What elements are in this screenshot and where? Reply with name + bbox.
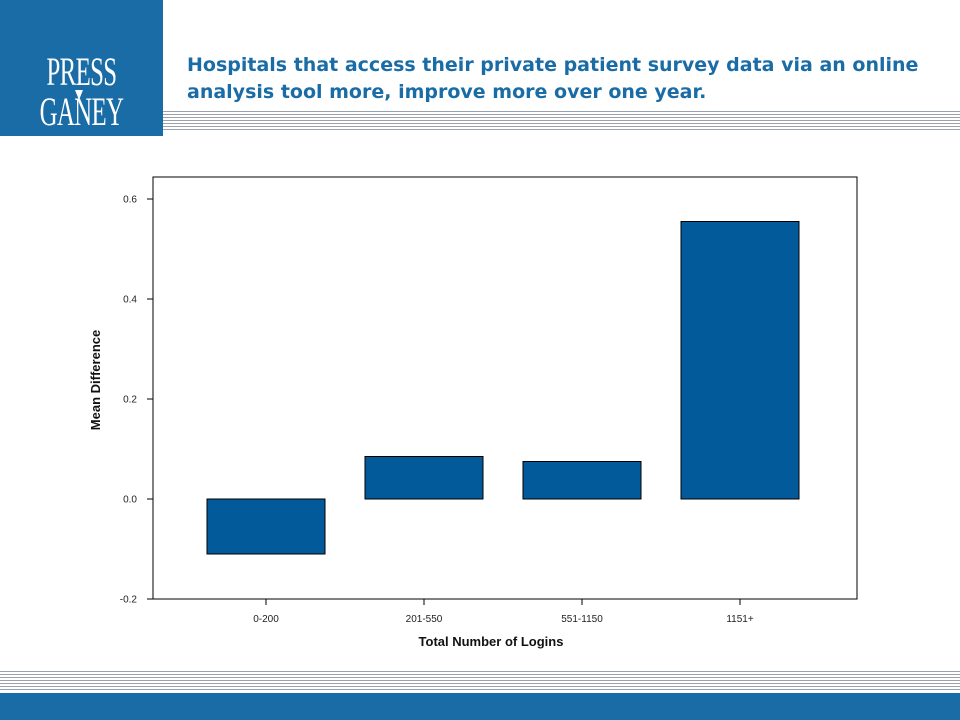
bar-551-1150 — [522, 461, 642, 500]
bar-1151+ — [680, 221, 800, 500]
y-tick-label: 0.0 — [123, 495, 137, 506]
y-tick-label: 0.4 — [123, 295, 137, 306]
logo-arrow-icon — [75, 90, 83, 100]
y-tick-label: 0.2 — [123, 395, 137, 406]
y-tick-label: -0.2 — [120, 595, 138, 606]
bar-201-550 — [364, 456, 484, 500]
x-tick-label: 1151+ — [726, 614, 754, 625]
y-tick-label: 0.6 — [123, 195, 137, 206]
footer-bar — [0, 693, 960, 720]
x-tick-label: 0-200 — [253, 614, 279, 625]
slide-title: Hospitals that access their private pati… — [187, 54, 919, 103]
y-axis-title: Mean Difference — [88, 330, 103, 430]
logo-wordmark: PRESS GANEY — [39, 49, 124, 134]
bar-0-200 — [206, 498, 326, 555]
x-tick-label: 551-1150 — [561, 614, 603, 625]
x-tick-label: 201-550 — [406, 614, 443, 625]
press-ganey-logo: PRESS GANEY — [0, 0, 163, 136]
footer-divider-lines — [0, 671, 960, 692]
header-divider-lines — [163, 111, 960, 132]
x-axis-title: Total Number of Logins — [419, 634, 564, 649]
